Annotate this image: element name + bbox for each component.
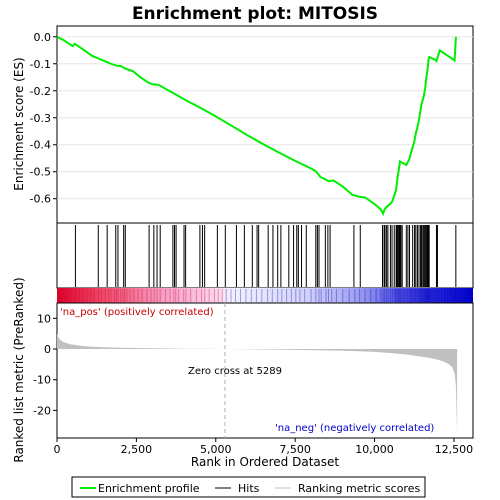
legend-box [71, 476, 426, 498]
x-tick-label: 12,500 [435, 443, 474, 456]
x-axis-label: Rank in Ordered Dataset [191, 455, 339, 469]
x-tick-label: 7,500 [279, 443, 311, 456]
x-tick-label: 5,000 [200, 443, 232, 456]
pos-label: 'na_pos' (positively correlated) [60, 307, 214, 318]
es-panel-frame [56, 25, 474, 224]
rank-color-band [57, 288, 473, 303]
x-tick-label: 0 [54, 443, 61, 456]
es-y-tick-label: -0.3 [30, 112, 51, 125]
x-tick-label: 10,000 [355, 443, 394, 456]
metric-y-tick-label: 0 [44, 343, 51, 356]
legend-label-enrichment: Enrichment profile [98, 482, 200, 495]
enrichment-profile-line [56, 35, 457, 217]
legend-label-metric: Ranking metric scores [298, 482, 420, 495]
hit-markers [74, 225, 457, 287]
es-y-tick-label: 0.0 [34, 31, 52, 44]
legend: Enrichment profile Hits Ranking metric s… [71, 476, 426, 498]
es-y-axis-label: Enrichment score (ES) [12, 57, 26, 190]
es-y-tick-label: -0.4 [30, 139, 51, 152]
metric-y-tick-label: 10 [37, 312, 51, 325]
es-y-tick-label: -0.5 [30, 166, 51, 179]
neg-label: 'na_neg' (negatively correlated) [275, 423, 434, 434]
metric-panel-frame [56, 302, 474, 439]
es-y-axis: 0.0 -0.1 -0.2 -0.3 -0.4 -0.5 -0.6 [30, 31, 57, 206]
es-y-tick-label: -0.1 [30, 58, 51, 71]
x-tick-label: 2,500 [121, 443, 153, 456]
legend-label-hits: Hits [238, 482, 260, 495]
es-y-tick-label: -0.2 [30, 85, 51, 98]
metric-y-axis-label: Ranked list metric (PreRanked) [12, 277, 26, 462]
metric-y-tick-label: -20 [33, 404, 51, 417]
metric-y-axis: 10 0 -10 -20 [33, 312, 57, 417]
chart-title: Enrichment plot: MITOSIS [132, 4, 378, 24]
metric-y-tick-label: -10 [33, 374, 51, 387]
x-axis: 0 2,500 5,000 7,500 10,000 12,500 [54, 438, 474, 456]
zero-cross-label: Zero cross at 5289 [188, 366, 282, 377]
hits-panel-frame [56, 222, 474, 289]
es-y-tick-label: -0.6 [30, 193, 51, 206]
